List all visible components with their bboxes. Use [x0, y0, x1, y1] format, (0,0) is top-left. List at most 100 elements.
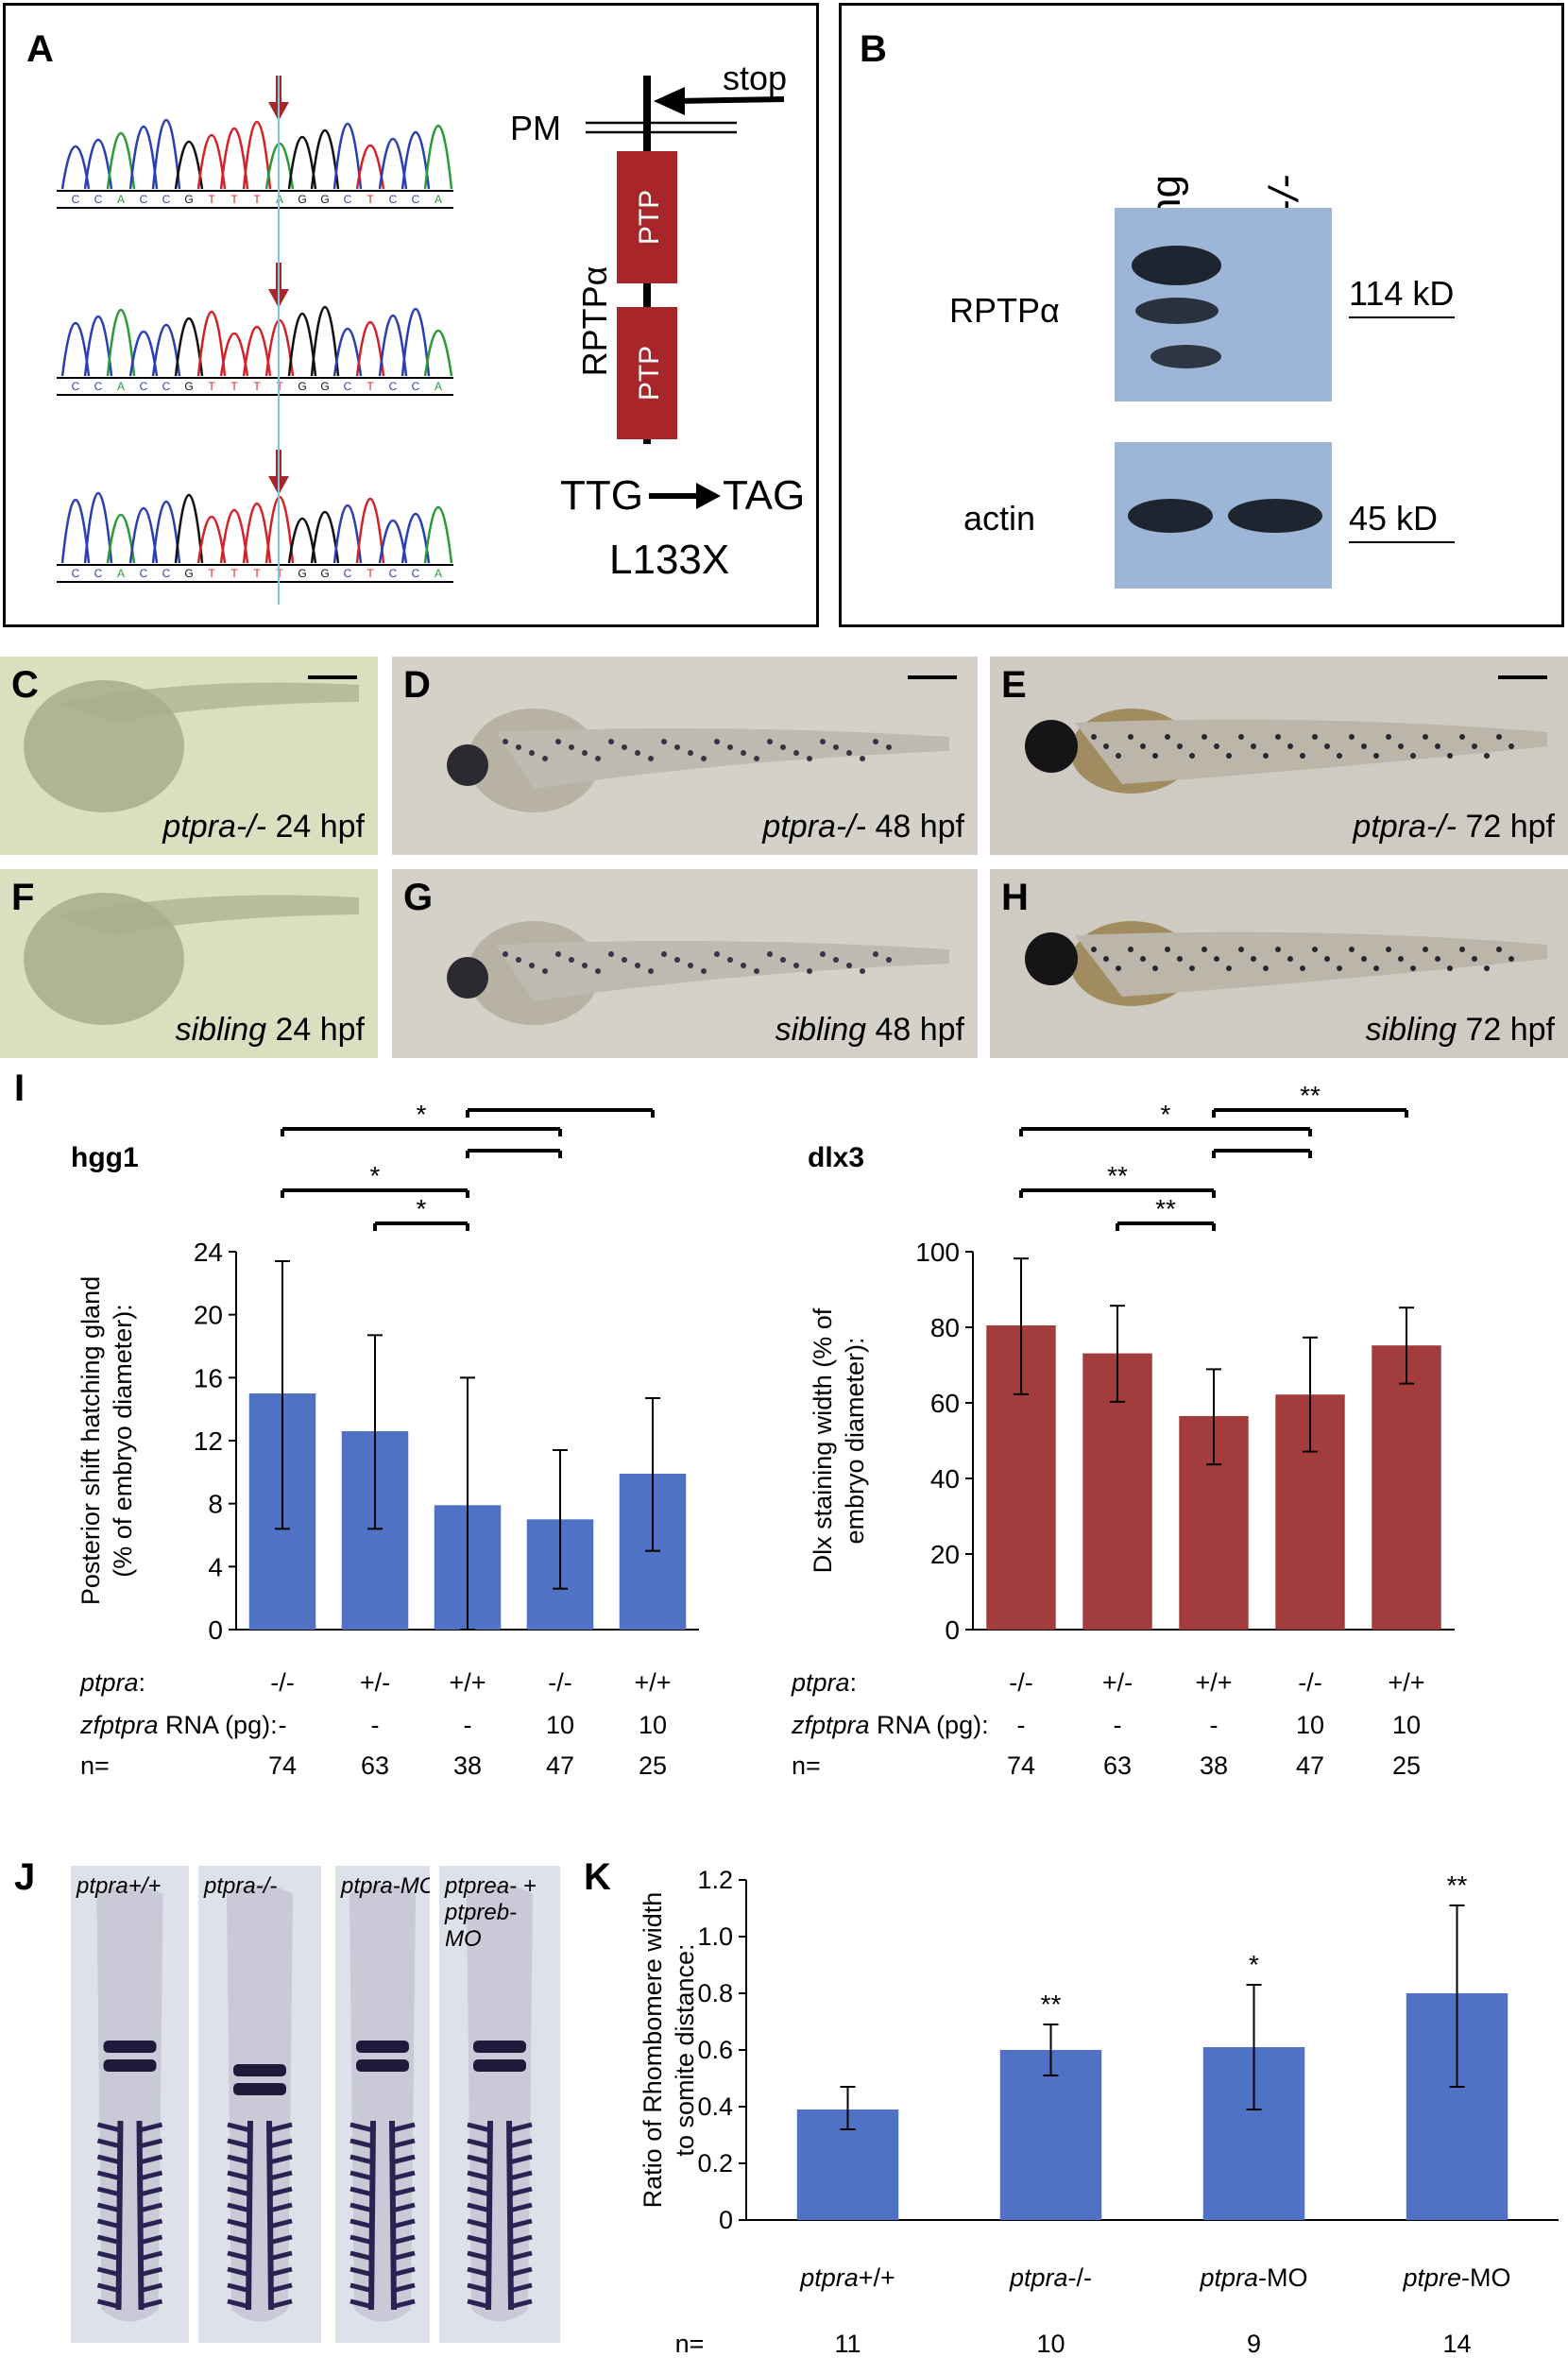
row-label-genotype: ptpra:: [791, 1668, 857, 1697]
y-tick-label: 0: [208, 1615, 223, 1645]
bar-chart-dlx3: 0 20 40 60 80 100 dlx3 Dlx staining width (% of…: [791, 1081, 1455, 1780]
chromatogram-row: CCACCGTTTTGGCTCCA: [57, 263, 453, 396]
y-tick-label: 20: [194, 1301, 223, 1330]
bar: [1372, 1345, 1441, 1630]
significance-label: **: [1041, 1990, 1062, 2019]
svg-text:A: A: [435, 193, 442, 206]
n-label: n=: [675, 2330, 705, 2358]
svg-text:T: T: [253, 193, 261, 206]
svg-text:G: G: [184, 193, 193, 206]
rptpa-label: RPTPα: [575, 265, 614, 377]
category-label: ptpra-/-: [1009, 2263, 1092, 2292]
y-tick-label: 1.2: [697, 1866, 733, 1894]
svg-text:A: A: [435, 380, 442, 393]
rna-value: -: [1210, 1711, 1219, 1739]
panel-letter-d: D: [403, 664, 431, 706]
ptp-domain-2-label: PTP: [634, 346, 665, 401]
svg-text:C: C: [72, 567, 80, 580]
panel-letter-k: K: [584, 1856, 611, 1898]
svg-text:T: T: [366, 567, 374, 580]
in-situ-label: ptpra+/+: [77, 1873, 162, 1899]
panel-i-charts: 0 4 8 12 16 20 24 hgg1 Posterior shift hatching …: [71, 1081, 1455, 1780]
in-situ-embryo: ptpra-MO: [335, 1866, 430, 2343]
y-axis-label: Dlx staining width (% of embryo diameter)…: [809, 1307, 869, 1573]
panel-letter-c: C: [11, 664, 39, 706]
significance-label: *: [417, 1100, 427, 1129]
y-tick-label: 0.4: [697, 2092, 733, 2121]
svg-text:T: T: [253, 380, 261, 393]
size-45kd-line: [1349, 541, 1455, 543]
genotype-value: +/-: [360, 1668, 390, 1697]
svg-text:C: C: [389, 567, 398, 580]
svg-text:G: G: [320, 193, 329, 206]
rna-value: -: [371, 1711, 380, 1739]
y-tick-label: 0: [719, 2206, 733, 2234]
y-tick-label: 16: [194, 1363, 223, 1392]
y-tick-label: 0.6: [697, 2036, 733, 2064]
embryo-stage: 24 hpf: [266, 1012, 365, 1048]
svg-text:C: C: [94, 193, 103, 206]
svg-text:C: C: [140, 567, 148, 580]
panel-a-frame: [3, 3, 819, 627]
genotype-value: -/-: [548, 1668, 571, 1697]
embryo-genotype: ptpra-/-: [1353, 809, 1457, 845]
rna-value: -: [464, 1711, 472, 1739]
svg-text:C: C: [389, 193, 398, 206]
bar-chart-hgg1: 0 4 8 12 16 20 24 hgg1 Posterior shift hatching …: [71, 1100, 699, 1780]
svg-text:T: T: [366, 193, 374, 206]
embryo-caption: sibling 48 hpf: [775, 1012, 964, 1049]
panel-letter-f: F: [11, 877, 35, 918]
row-label-n: n=: [80, 1751, 110, 1780]
n-value: 63: [1103, 1751, 1132, 1780]
chromatogram-row: CCACCGTTTAGGCTCCA: [57, 76, 453, 209]
rptp-schematic: PTP PTP: [586, 76, 785, 444]
svg-text:T: T: [230, 567, 238, 580]
n-value: 25: [1392, 1751, 1421, 1780]
n-value: 25: [639, 1751, 667, 1780]
svg-text:C: C: [412, 380, 420, 393]
embryo-genotype: sibling: [775, 1012, 867, 1048]
in-situ-embryo: ptpra+/+: [71, 1866, 189, 2343]
row-label-genotype: ptpra:: [79, 1668, 145, 1697]
codon-arrow: [649, 483, 721, 509]
genotype-value: -/-: [270, 1668, 294, 1697]
panel-letter-h: H: [1001, 877, 1029, 918]
svg-text:G: G: [298, 567, 306, 580]
embryo-genotype: ptpra-/-: [762, 809, 867, 845]
svg-text:C: C: [162, 567, 171, 580]
chromatogram-traces: CCACCGTTTAGGCTCCACCACCGTTTTGGCTCCACCACCG…: [57, 76, 453, 605]
rna-value: 10: [1392, 1711, 1421, 1739]
mutation-label: L133X: [609, 537, 730, 583]
pm-label: PM: [510, 109, 561, 147]
y-tick-label: 0: [945, 1615, 960, 1645]
codon-from: TTG: [560, 472, 643, 519]
panel-letter-j: J: [14, 1856, 36, 1898]
panel-b-frame: [839, 3, 1564, 627]
chromatogram-row: CCACCGTTTTGGCTCCA: [57, 450, 453, 583]
svg-text:C: C: [412, 567, 420, 580]
svg-text:C: C: [140, 193, 148, 206]
category-label: ptpre-MO: [1402, 2263, 1510, 2292]
panel-letter-i: I: [14, 1067, 26, 1109]
row-label-rna: zfptpra RNA (pg):: [79, 1711, 278, 1739]
genotype-value: +/+: [1195, 1668, 1232, 1697]
svg-text:C: C: [140, 380, 148, 393]
y-tick-label: 12: [194, 1426, 223, 1456]
embryo-caption: ptpra-/- 24 hpf: [162, 809, 365, 845]
band-actin-label: actin: [963, 499, 1036, 538]
svg-text:G: G: [298, 380, 306, 393]
in-situ-label: MO: [445, 1926, 482, 1952]
band-rptpa-label: RPTPα: [949, 291, 1060, 330]
svg-text:T: T: [208, 380, 215, 393]
svg-text:C: C: [344, 193, 352, 206]
embryo-genotype: ptpra-/-: [162, 809, 267, 845]
in-situ-label: ptpra-/-: [204, 1873, 278, 1899]
rna-value: -: [279, 1711, 287, 1739]
svg-text:T: T: [253, 567, 261, 580]
svg-text:C: C: [72, 193, 80, 206]
